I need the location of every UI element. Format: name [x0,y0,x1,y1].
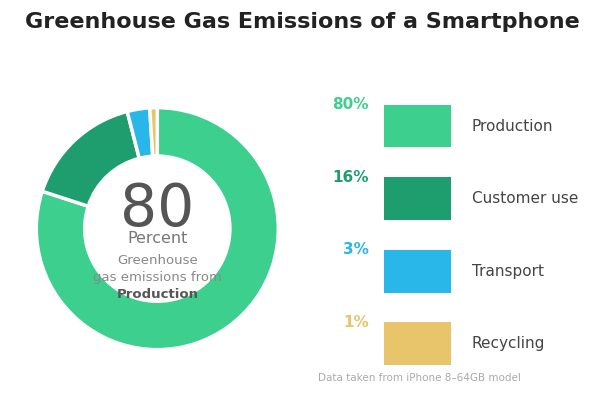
Text: Production: Production [472,119,554,133]
Circle shape [85,156,230,301]
Text: 3%: 3% [343,242,369,257]
Text: Data taken from iPhone 8–64GB model: Data taken from iPhone 8–64GB model [318,373,520,383]
Text: Customer use: Customer use [472,191,578,206]
Text: Recycling: Recycling [472,336,545,351]
Wedge shape [127,108,152,158]
Text: 1%: 1% [343,315,369,330]
FancyBboxPatch shape [384,177,451,220]
FancyBboxPatch shape [384,105,451,147]
Wedge shape [42,112,139,206]
FancyBboxPatch shape [384,250,451,293]
Text: Production: Production [116,288,198,300]
FancyBboxPatch shape [384,322,451,365]
Text: Percent: Percent [127,231,188,246]
Wedge shape [36,108,278,350]
Text: Greenhouse: Greenhouse [117,254,198,267]
Text: 80: 80 [120,181,194,238]
Wedge shape [149,108,157,156]
Text: Transport: Transport [472,264,544,279]
Text: 16%: 16% [333,170,369,185]
Text: gas emissions from: gas emissions from [93,271,222,283]
Text: Greenhouse Gas Emissions of a Smartphone: Greenhouse Gas Emissions of a Smartphone [25,12,580,33]
Text: 80%: 80% [333,97,369,112]
